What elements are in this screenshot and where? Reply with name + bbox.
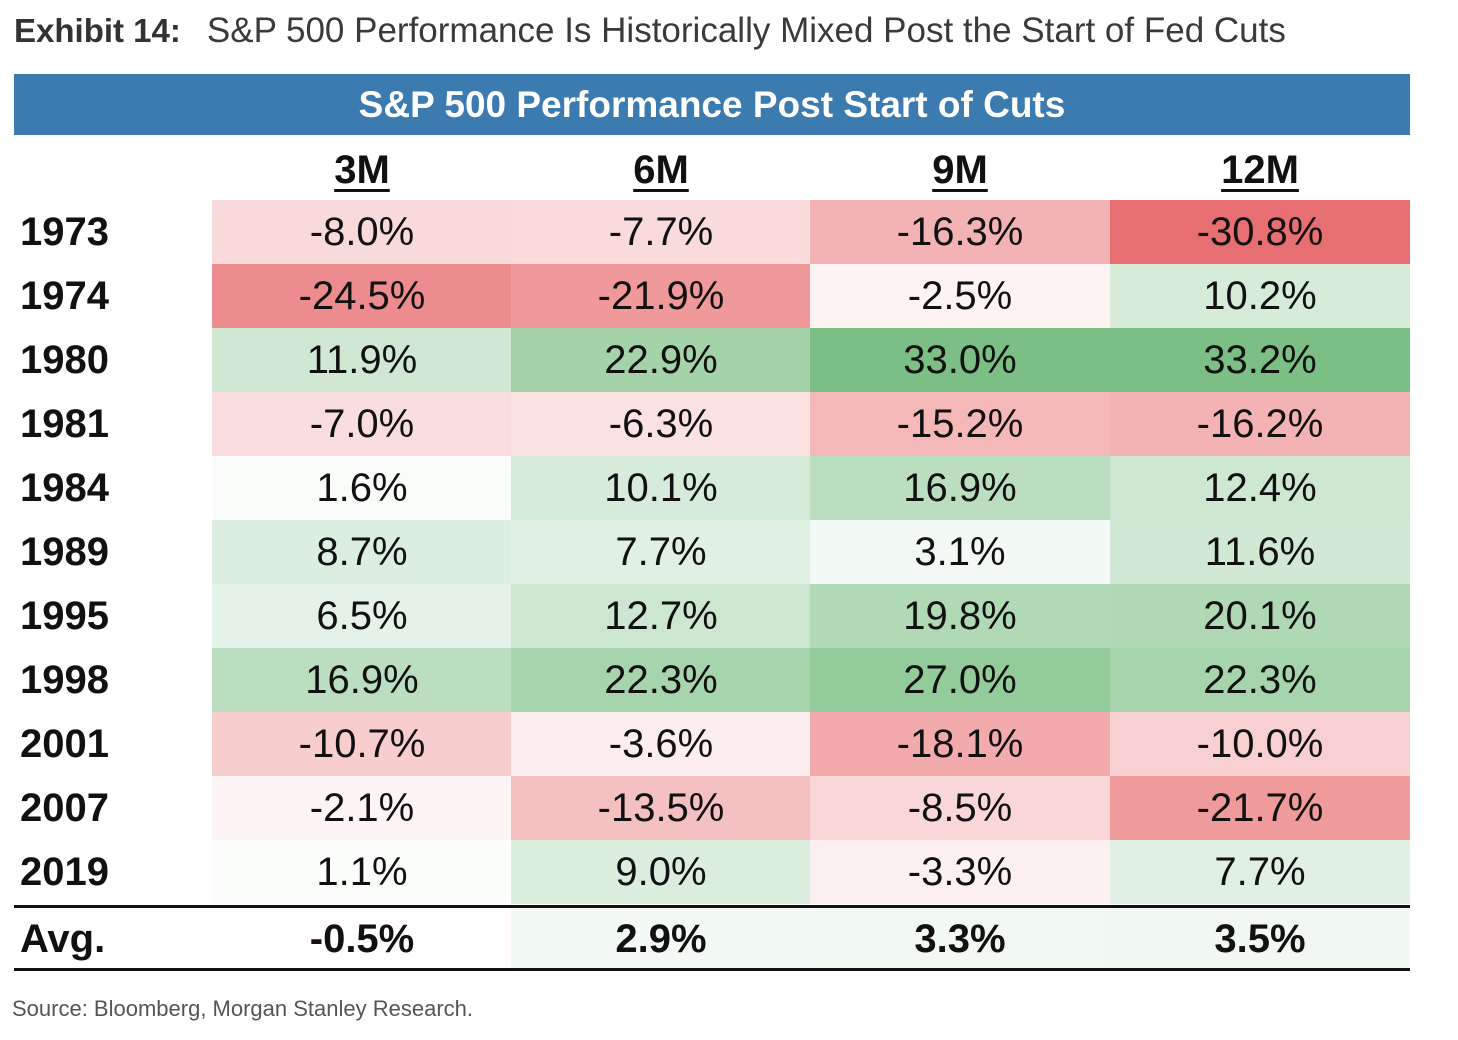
column-header-9m: 9M bbox=[932, 147, 988, 192]
cell-1974-6m: -21.9% bbox=[511, 264, 811, 328]
cell-1981-9m: -15.2% bbox=[810, 392, 1110, 456]
cell-1984-3m: 1.6% bbox=[212, 456, 512, 520]
cell-2001-3m: -10.7% bbox=[212, 712, 512, 776]
cell-2019-6m: 9.0% bbox=[511, 840, 811, 904]
average-row-label: Avg. bbox=[20, 916, 106, 961]
row-label-1984: 1984 bbox=[20, 465, 109, 510]
row-label-2007: 2007 bbox=[20, 785, 109, 830]
cell-1989-9m: 3.1% bbox=[810, 520, 1110, 584]
average-cell-12m: 3.5% bbox=[1110, 908, 1410, 970]
cell-1980-9m: 33.0% bbox=[810, 328, 1110, 392]
exhibit-title: S&P 500 Performance Is Historically Mixe… bbox=[206, 11, 1286, 50]
average-cell-9m: 3.3% bbox=[810, 908, 1110, 970]
cell-1973-12m: -30.8% bbox=[1110, 200, 1410, 264]
cell-2019-12m: 7.7% bbox=[1110, 840, 1410, 904]
cell-1973-6m: -7.7% bbox=[511, 200, 811, 264]
cell-2019-3m: 1.1% bbox=[212, 840, 512, 904]
cell-1974-9m: -2.5% bbox=[810, 264, 1110, 328]
cell-1984-12m: 12.4% bbox=[1110, 456, 1410, 520]
cell-1974-12m: 10.2% bbox=[1110, 264, 1410, 328]
column-header-6m: 6M bbox=[633, 147, 689, 192]
row-label-1980: 1980 bbox=[20, 337, 109, 382]
cell-1989-6m: 7.7% bbox=[511, 520, 811, 584]
average-cell-3m: -0.5% bbox=[212, 908, 512, 970]
row-label-1998: 1998 bbox=[20, 657, 109, 702]
exhibit-label: Exhibit 14: bbox=[14, 12, 181, 49]
column-header-3m: 3M bbox=[334, 147, 390, 192]
cell-1981-6m: -6.3% bbox=[511, 392, 811, 456]
cell-2007-6m: -13.5% bbox=[511, 776, 811, 840]
cell-1995-3m: 6.5% bbox=[212, 584, 512, 648]
row-label-2019: 2019 bbox=[20, 849, 109, 894]
cell-1980-6m: 22.9% bbox=[511, 328, 811, 392]
average-top-rule bbox=[14, 905, 1410, 908]
cell-1980-12m: 33.2% bbox=[1110, 328, 1410, 392]
cell-1973-3m: -8.0% bbox=[212, 200, 512, 264]
cell-1981-3m: -7.0% bbox=[212, 392, 512, 456]
cell-2001-9m: -18.1% bbox=[810, 712, 1110, 776]
cell-1974-3m: -24.5% bbox=[212, 264, 512, 328]
cell-1980-3m: 11.9% bbox=[212, 328, 512, 392]
average-bottom-rule bbox=[14, 968, 1410, 971]
cell-1989-3m: 8.7% bbox=[212, 520, 512, 584]
cell-2007-3m: -2.1% bbox=[212, 776, 512, 840]
cell-2007-12m: -21.7% bbox=[1110, 776, 1410, 840]
average-cell-6m: 2.9% bbox=[511, 908, 811, 970]
row-label-1973: 1973 bbox=[20, 209, 109, 254]
cell-1995-9m: 19.8% bbox=[810, 584, 1110, 648]
column-header-12m: 12M bbox=[1221, 147, 1299, 192]
cell-2019-9m: -3.3% bbox=[810, 840, 1110, 904]
cell-1998-12m: 22.3% bbox=[1110, 648, 1410, 712]
row-label-1981: 1981 bbox=[20, 401, 109, 446]
row-label-2001: 2001 bbox=[20, 721, 109, 766]
cell-1995-12m: 20.1% bbox=[1110, 584, 1410, 648]
row-label-1995: 1995 bbox=[20, 593, 109, 638]
cell-1998-3m: 16.9% bbox=[212, 648, 512, 712]
cell-1989-12m: 11.6% bbox=[1110, 520, 1410, 584]
row-label-1989: 1989 bbox=[20, 529, 109, 574]
row-label-1974: 1974 bbox=[20, 273, 109, 318]
source-note: Source: Bloomberg, Morgan Stanley Resear… bbox=[12, 996, 474, 1021]
cell-1981-12m: -16.2% bbox=[1110, 392, 1410, 456]
cell-1984-9m: 16.9% bbox=[810, 456, 1110, 520]
cell-1984-6m: 10.1% bbox=[511, 456, 811, 520]
cell-1998-6m: 22.3% bbox=[511, 648, 811, 712]
cell-2001-6m: -3.6% bbox=[511, 712, 811, 776]
cell-2001-12m: -10.0% bbox=[1110, 712, 1410, 776]
cell-2007-9m: -8.5% bbox=[810, 776, 1110, 840]
exhibit-header: Exhibit 14: S&P 500 Performance Is Histo… bbox=[14, 8, 1286, 54]
cell-1995-6m: 12.7% bbox=[511, 584, 811, 648]
table-title-banner: S&P 500 Performance Post Start of Cuts bbox=[14, 74, 1410, 135]
cell-1998-9m: 27.0% bbox=[810, 648, 1110, 712]
cell-1973-9m: -16.3% bbox=[810, 200, 1110, 264]
